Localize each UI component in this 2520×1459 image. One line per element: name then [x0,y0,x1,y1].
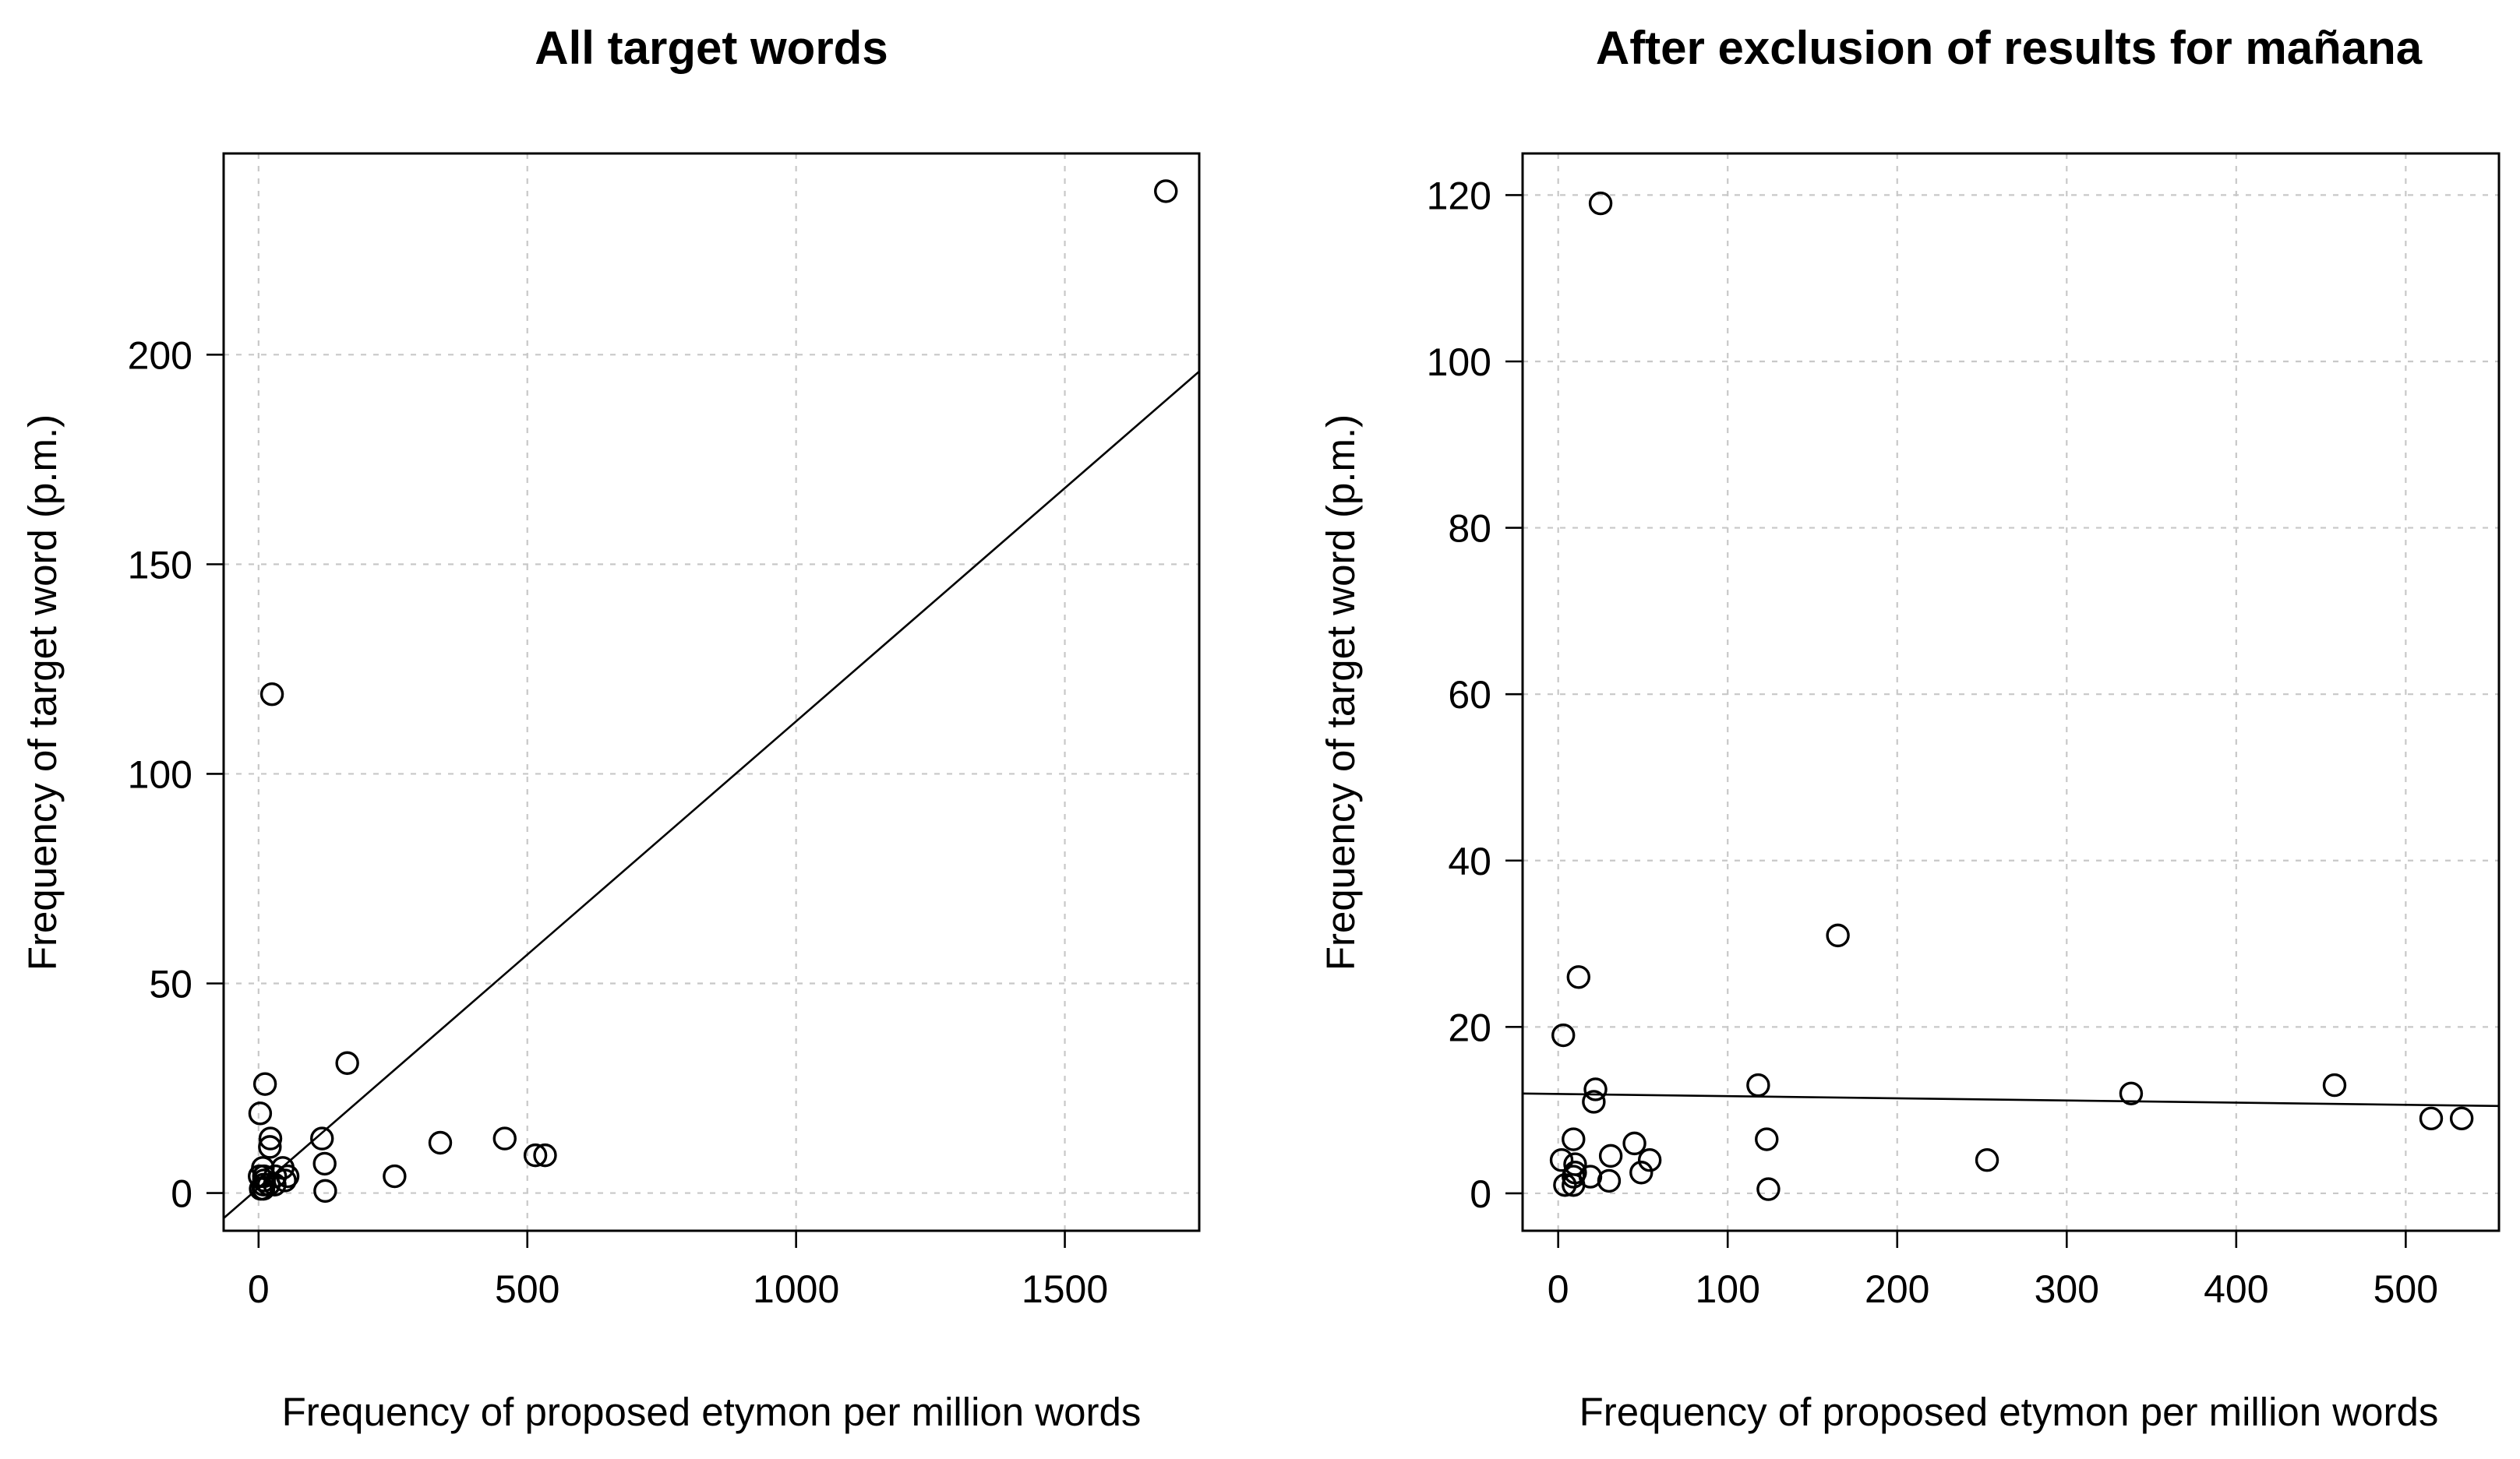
x-tick-label: 400 [2204,1267,2268,1311]
y-tick-label: 50 [149,963,192,1006]
data-point [2119,1081,2144,1105]
data-point [1637,1148,1662,1172]
chart-panel-all-target-words: All target words Frequency of proposed e… [20,22,1201,1434]
data-point [263,1172,287,1197]
data-point [2322,1073,2347,1098]
data-point [313,1179,337,1203]
data-point [2419,1106,2444,1131]
data-point [1975,1148,1999,1172]
y-tick-label: 100 [1427,340,1491,384]
plot-frame [1521,152,2501,1232]
data-point [258,1126,283,1151]
data-point [251,1176,276,1201]
data-point [1549,1148,1574,1172]
x-tick-label: 200 [1865,1267,1929,1311]
data-point [1629,1161,1654,1185]
chart-title: All target words [535,22,888,74]
data-point [335,1051,359,1075]
data-point [1553,1173,1577,1197]
data-point [1826,923,1850,948]
data-point [1562,1127,1586,1151]
x-tick-label: 500 [2374,1267,2438,1311]
data-point [1154,179,1178,203]
y-tick-label: 0 [171,1172,192,1216]
y-tick-label: 100 [128,752,192,796]
y-tick-label: 20 [1448,1006,1491,1049]
data-point [1597,1168,1622,1193]
regression-line [224,370,1199,1219]
data-point [1756,1177,1781,1201]
data-point [428,1130,453,1155]
data-point [1583,1077,1608,1101]
data-point [259,682,284,707]
y-tick-label: 60 [1448,673,1491,717]
y-axis-label: Frequency of target word (p.m.) [1318,414,1363,971]
x-axis-label: Frequency of proposed etymon per million… [1579,1390,2439,1434]
chart-title: After exclusion of results for mañana [1596,22,2423,74]
data-point [523,1143,548,1168]
data-point [252,1072,277,1096]
data-point [1562,1173,1586,1197]
data-point [2449,1106,2474,1131]
x-tick-label: 0 [248,1267,270,1311]
data-point [1588,191,1613,216]
x-tick-label: 1000 [753,1267,839,1311]
data-point [492,1126,517,1151]
chart-panel-after-exclusion: After exclusion of results for mañana Fr… [1318,22,2501,1434]
data-point [1562,1165,1586,1189]
y-tick-label: 80 [1448,507,1491,551]
data-point [1746,1073,1770,1098]
regression-line [1523,1092,2499,1108]
plot-frame [222,152,1201,1232]
data-point [1566,965,1590,989]
data-point [248,1101,273,1126]
data-point [1622,1131,1646,1156]
data-point [312,1151,337,1176]
x-axis-label: Frequency of proposed etymon per million… [282,1390,1142,1434]
y-tick-label: 150 [128,543,192,587]
x-tick-label: 100 [1695,1267,1759,1311]
data-point [1598,1144,1623,1168]
data-point [383,1164,407,1189]
data-point [533,1143,557,1168]
y-tick-label: 40 [1448,840,1491,883]
data-point [258,1135,282,1159]
x-tick-label: 300 [2035,1267,2099,1311]
x-tick-label: 0 [1548,1267,1569,1311]
y-tick-label: 0 [1470,1172,1491,1216]
y-tick-label: 200 [128,333,192,377]
x-tick-label: 1500 [1022,1267,1108,1311]
data-point [1755,1127,1779,1151]
data-point [1551,1023,1576,1048]
y-tick-label: 120 [1427,174,1491,217]
y-axis-label: Frequency of target word (p.m.) [20,414,65,971]
x-tick-label: 500 [495,1267,559,1311]
data-point [1582,1090,1606,1114]
data-point [310,1126,334,1151]
